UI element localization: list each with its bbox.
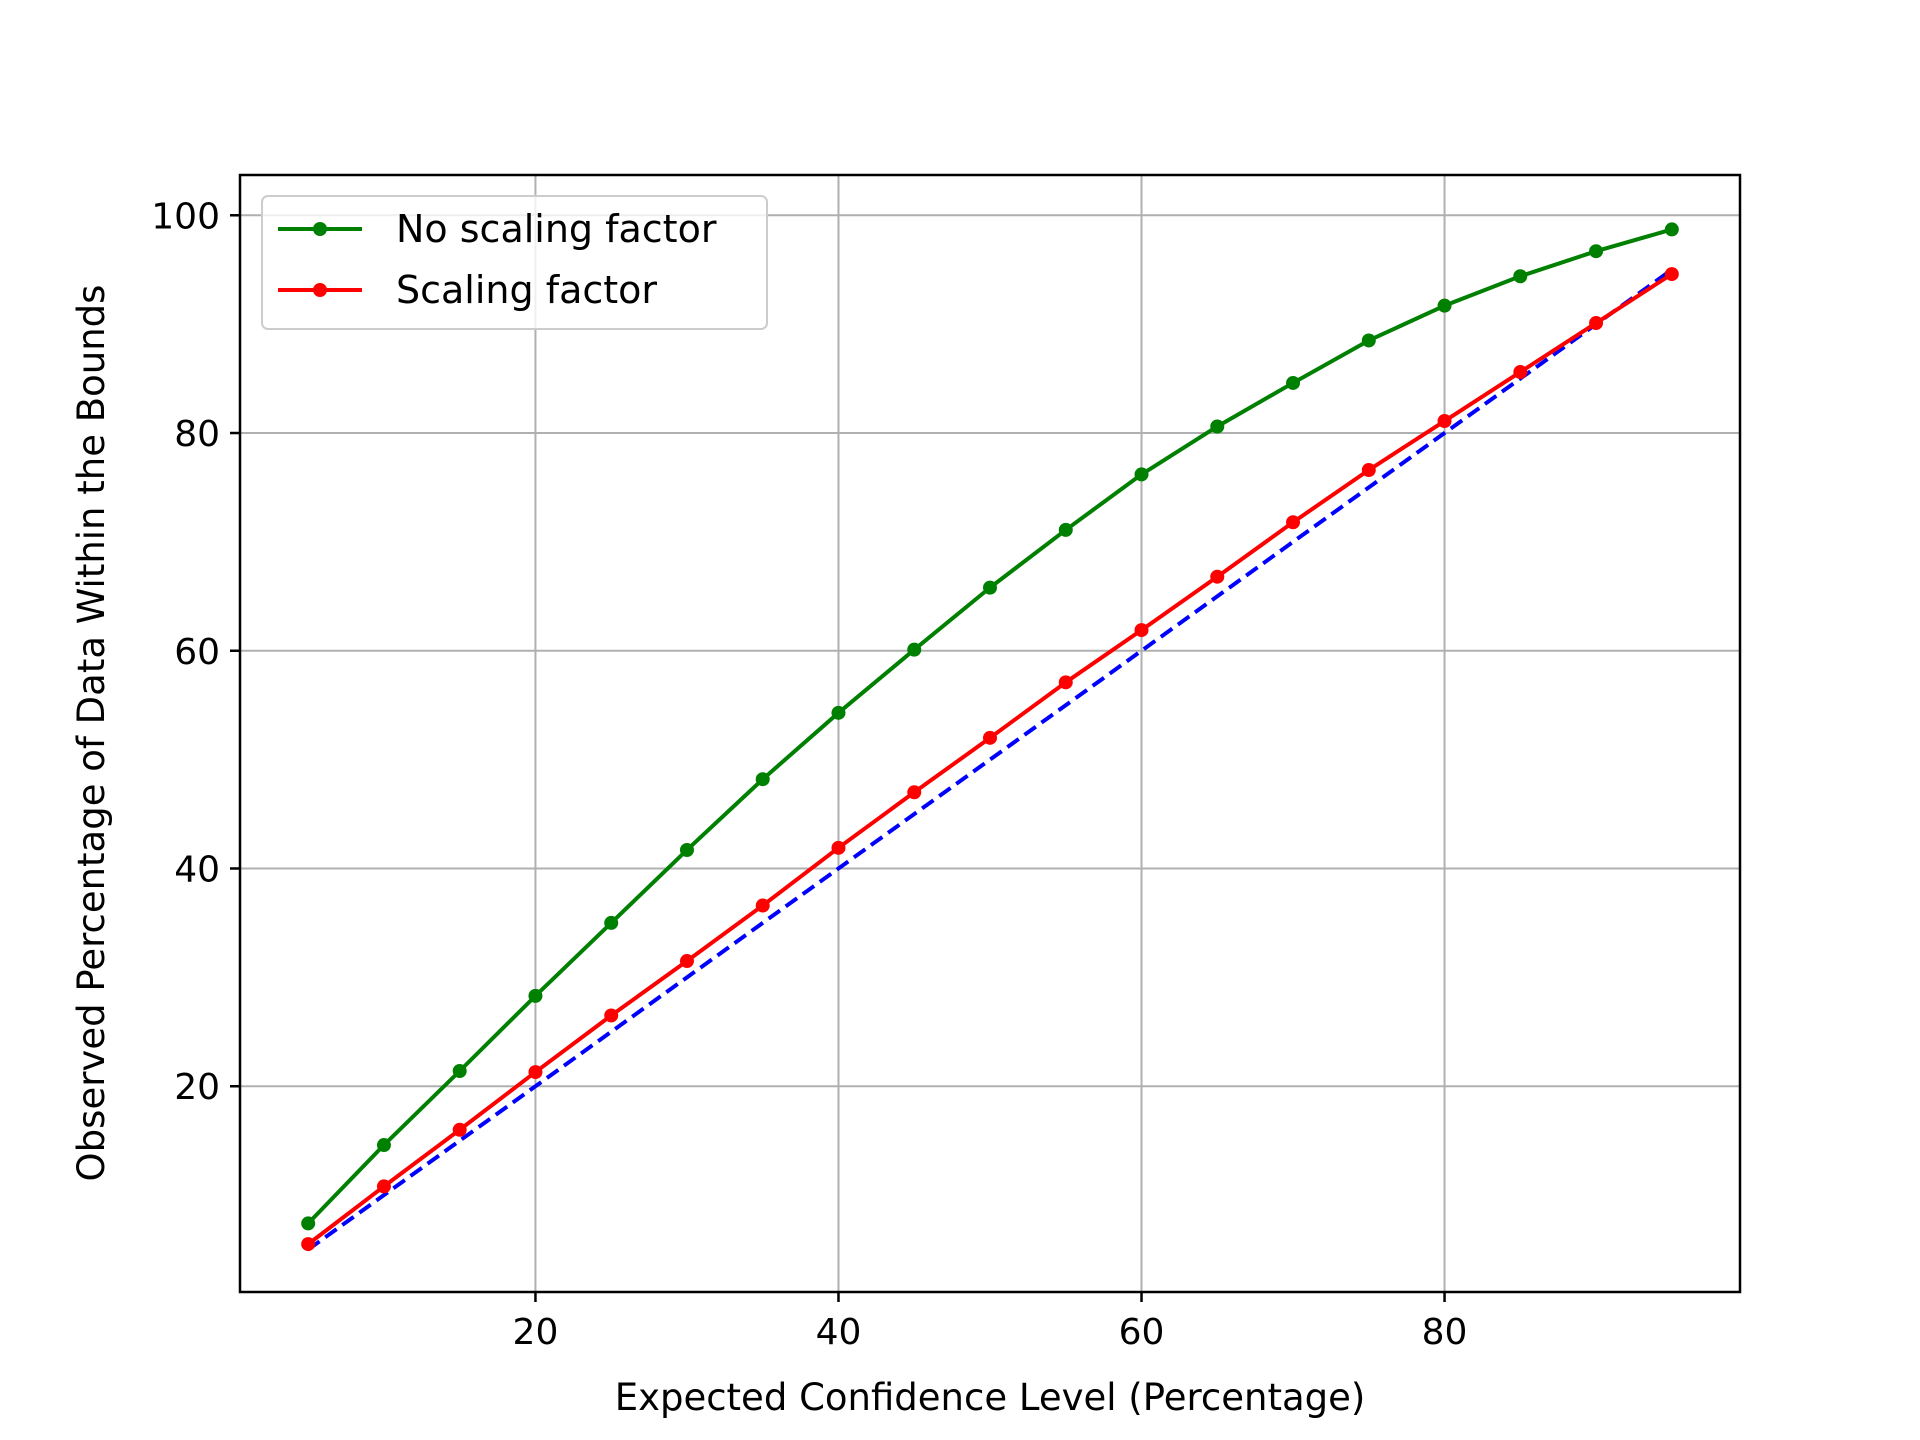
data-point-scaling-factor: [452, 1122, 467, 1137]
data-point-scaling-factor: [907, 785, 922, 800]
y-axis-label: Observed Percentage of Data Within the B…: [70, 285, 113, 1182]
x-axis-label: Expected Confidence Level (Percentage): [615, 1376, 1366, 1419]
x-tick-label: 20: [513, 1312, 559, 1353]
legend-label-scaling: Scaling factor: [396, 268, 657, 312]
data-point-scaling-factor: [983, 730, 997, 745]
y-tick-label: 20: [174, 1067, 220, 1108]
data-point-scaling-factor: [1058, 675, 1073, 690]
legend-marker-no-scaling: [313, 222, 327, 236]
data-point-scaling-factor: [376, 1179, 391, 1194]
reference-line: [307, 268, 1673, 1252]
data-point-scaling-factor: [755, 898, 770, 913]
data-point-scaling-factor: [301, 1237, 316, 1252]
data-point-no-scaling-factor: [1210, 419, 1225, 434]
data-point-scaling-factor: [1361, 463, 1376, 478]
data-point-no-scaling-factor: [1589, 244, 1604, 259]
data-point-no-scaling-factor: [1664, 222, 1679, 237]
legend-entry-no-scaling: No scaling factor: [278, 207, 717, 251]
y-tick-label: 80: [174, 414, 220, 455]
data-point-no-scaling-factor: [679, 842, 694, 857]
x-tick-label: 60: [1119, 1312, 1165, 1353]
legend-marker-scaling: [313, 283, 327, 297]
data-point-scaling-factor: [1437, 414, 1452, 429]
data-point-scaling-factor: [1589, 316, 1604, 331]
data-point-no-scaling-factor: [907, 642, 922, 657]
data-point-no-scaling-factor: [755, 772, 770, 787]
axes-frame: [238, 173, 1742, 1294]
data-point-no-scaling-factor: [604, 915, 619, 930]
data-point-no-scaling-factor: [983, 580, 997, 595]
data-point-scaling-factor: [1286, 515, 1301, 530]
axis-ticks: 20 40 60 80 20 40 60 80 100: [151, 196, 1467, 1353]
data-point-scaling-factor: [831, 840, 846, 855]
data-point-scaling-factor: [604, 1008, 619, 1023]
data-point-no-scaling-factor: [831, 705, 846, 720]
legend-entry-scaling: Scaling factor: [278, 268, 657, 312]
data-point-scaling-factor: [1134, 623, 1149, 638]
data-point-no-scaling-factor: [1134, 467, 1149, 482]
data-point-no-scaling-factor: [376, 1138, 391, 1153]
data-point-no-scaling-factor: [1058, 522, 1073, 537]
data-point-no-scaling-factor: [1361, 333, 1376, 348]
data-point-no-scaling-factor: [1437, 298, 1452, 313]
y-tick-label: 60: [174, 632, 220, 673]
x-tick-label: 80: [1422, 1312, 1468, 1353]
legend: No scaling factor Scaling factor: [261, 195, 768, 330]
data-point-scaling-factor: [1664, 267, 1679, 282]
legend-label-no-scaling: No scaling factor: [396, 207, 717, 251]
data-point-scaling-factor: [1210, 569, 1225, 584]
data-point-scaling-factor: [679, 954, 694, 969]
data-point-no-scaling-factor: [528, 988, 543, 1003]
legend-box: [261, 195, 768, 330]
data-point-no-scaling-factor: [301, 1216, 316, 1231]
data-point-no-scaling-factor: [1286, 375, 1301, 390]
plot-series: [301, 222, 1679, 1252]
y-tick-label: 40: [174, 849, 220, 890]
y-tick-label: 100: [151, 196, 220, 237]
data-point-scaling-factor: [1513, 365, 1528, 380]
x-tick-label: 40: [816, 1312, 862, 1353]
data-point-no-scaling-factor: [452, 1063, 467, 1078]
data-point-no-scaling-factor: [1513, 269, 1528, 284]
data-point-scaling-factor: [528, 1065, 543, 1080]
